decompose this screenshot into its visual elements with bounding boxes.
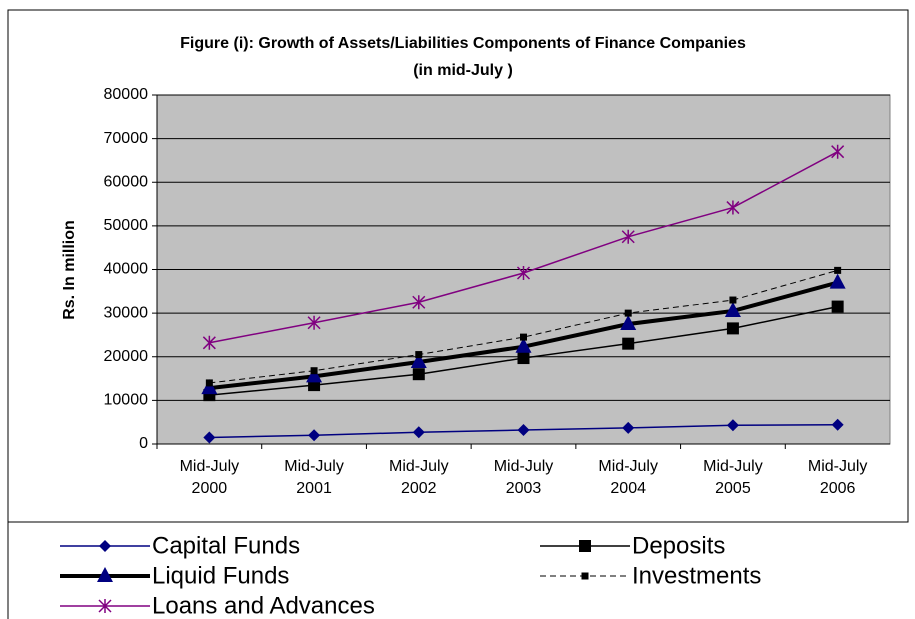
y-tick-label: 30000 (104, 304, 149, 321)
y-tick-label: 20000 (104, 348, 149, 365)
marker (410, 352, 427, 368)
y-tick-label: 40000 (104, 261, 149, 278)
marker (306, 367, 323, 383)
marker (98, 599, 112, 613)
legend-label: Deposits (632, 532, 725, 559)
marker (831, 300, 844, 313)
x-tick-label: Mid-July 2000 (179, 458, 240, 497)
marker (624, 309, 632, 317)
marker (515, 337, 532, 353)
marker (726, 419, 739, 432)
marker (831, 144, 845, 159)
marker (831, 418, 844, 431)
y-axis-label: Rs. In million (61, 220, 78, 320)
marker (412, 368, 425, 381)
x-tick-label: Mid-July 2001 (284, 458, 344, 497)
marker (726, 200, 740, 215)
y-tick-label: 0 (139, 435, 148, 452)
marker (201, 379, 218, 395)
marker (622, 337, 635, 350)
marker (310, 367, 318, 375)
marker (829, 273, 846, 289)
marker (581, 572, 589, 580)
legend-label: Capital Funds (152, 532, 300, 559)
legend-label: Liquid Funds (152, 562, 289, 589)
marker (834, 266, 842, 274)
marker (412, 295, 426, 310)
chart-title: Figure (i): Growth of Assets/Liabilities… (180, 35, 746, 52)
y-tick-label: 10000 (104, 392, 149, 409)
marker (308, 429, 321, 442)
x-tick-label: Mid-July 2003 (493, 458, 554, 497)
y-tick-label: 50000 (104, 217, 149, 234)
marker (205, 379, 213, 387)
marker (622, 421, 635, 434)
marker (621, 229, 635, 244)
x-tick-label: Mid-July 2006 (807, 458, 868, 497)
marker (97, 567, 113, 582)
marker (415, 351, 423, 359)
marker (99, 540, 111, 552)
marker (579, 540, 591, 552)
x-tick-label: Mid-July 2005 (703, 458, 763, 497)
marker (620, 315, 637, 331)
legend-label: Loans and Advances (152, 592, 375, 619)
marker (726, 322, 739, 335)
marker (517, 424, 530, 437)
chart-subtitle: (in mid-July ) (413, 62, 513, 79)
marker (520, 333, 527, 341)
marker (307, 315, 321, 330)
marker (412, 426, 425, 439)
legend-label: Investments (632, 562, 761, 589)
marker (729, 296, 737, 304)
marker (724, 301, 741, 317)
marker (516, 265, 531, 280)
marker (203, 431, 216, 444)
y-tick-label: 80000 (104, 86, 149, 103)
marker (517, 352, 530, 365)
x-tick-label: Mid-July 2002 (389, 458, 449, 497)
x-tick-label: Mid-July 2004 (598, 458, 658, 497)
y-tick-label: 60000 (104, 173, 149, 190)
y-tick-label: 70000 (104, 130, 149, 147)
marker (202, 335, 216, 350)
